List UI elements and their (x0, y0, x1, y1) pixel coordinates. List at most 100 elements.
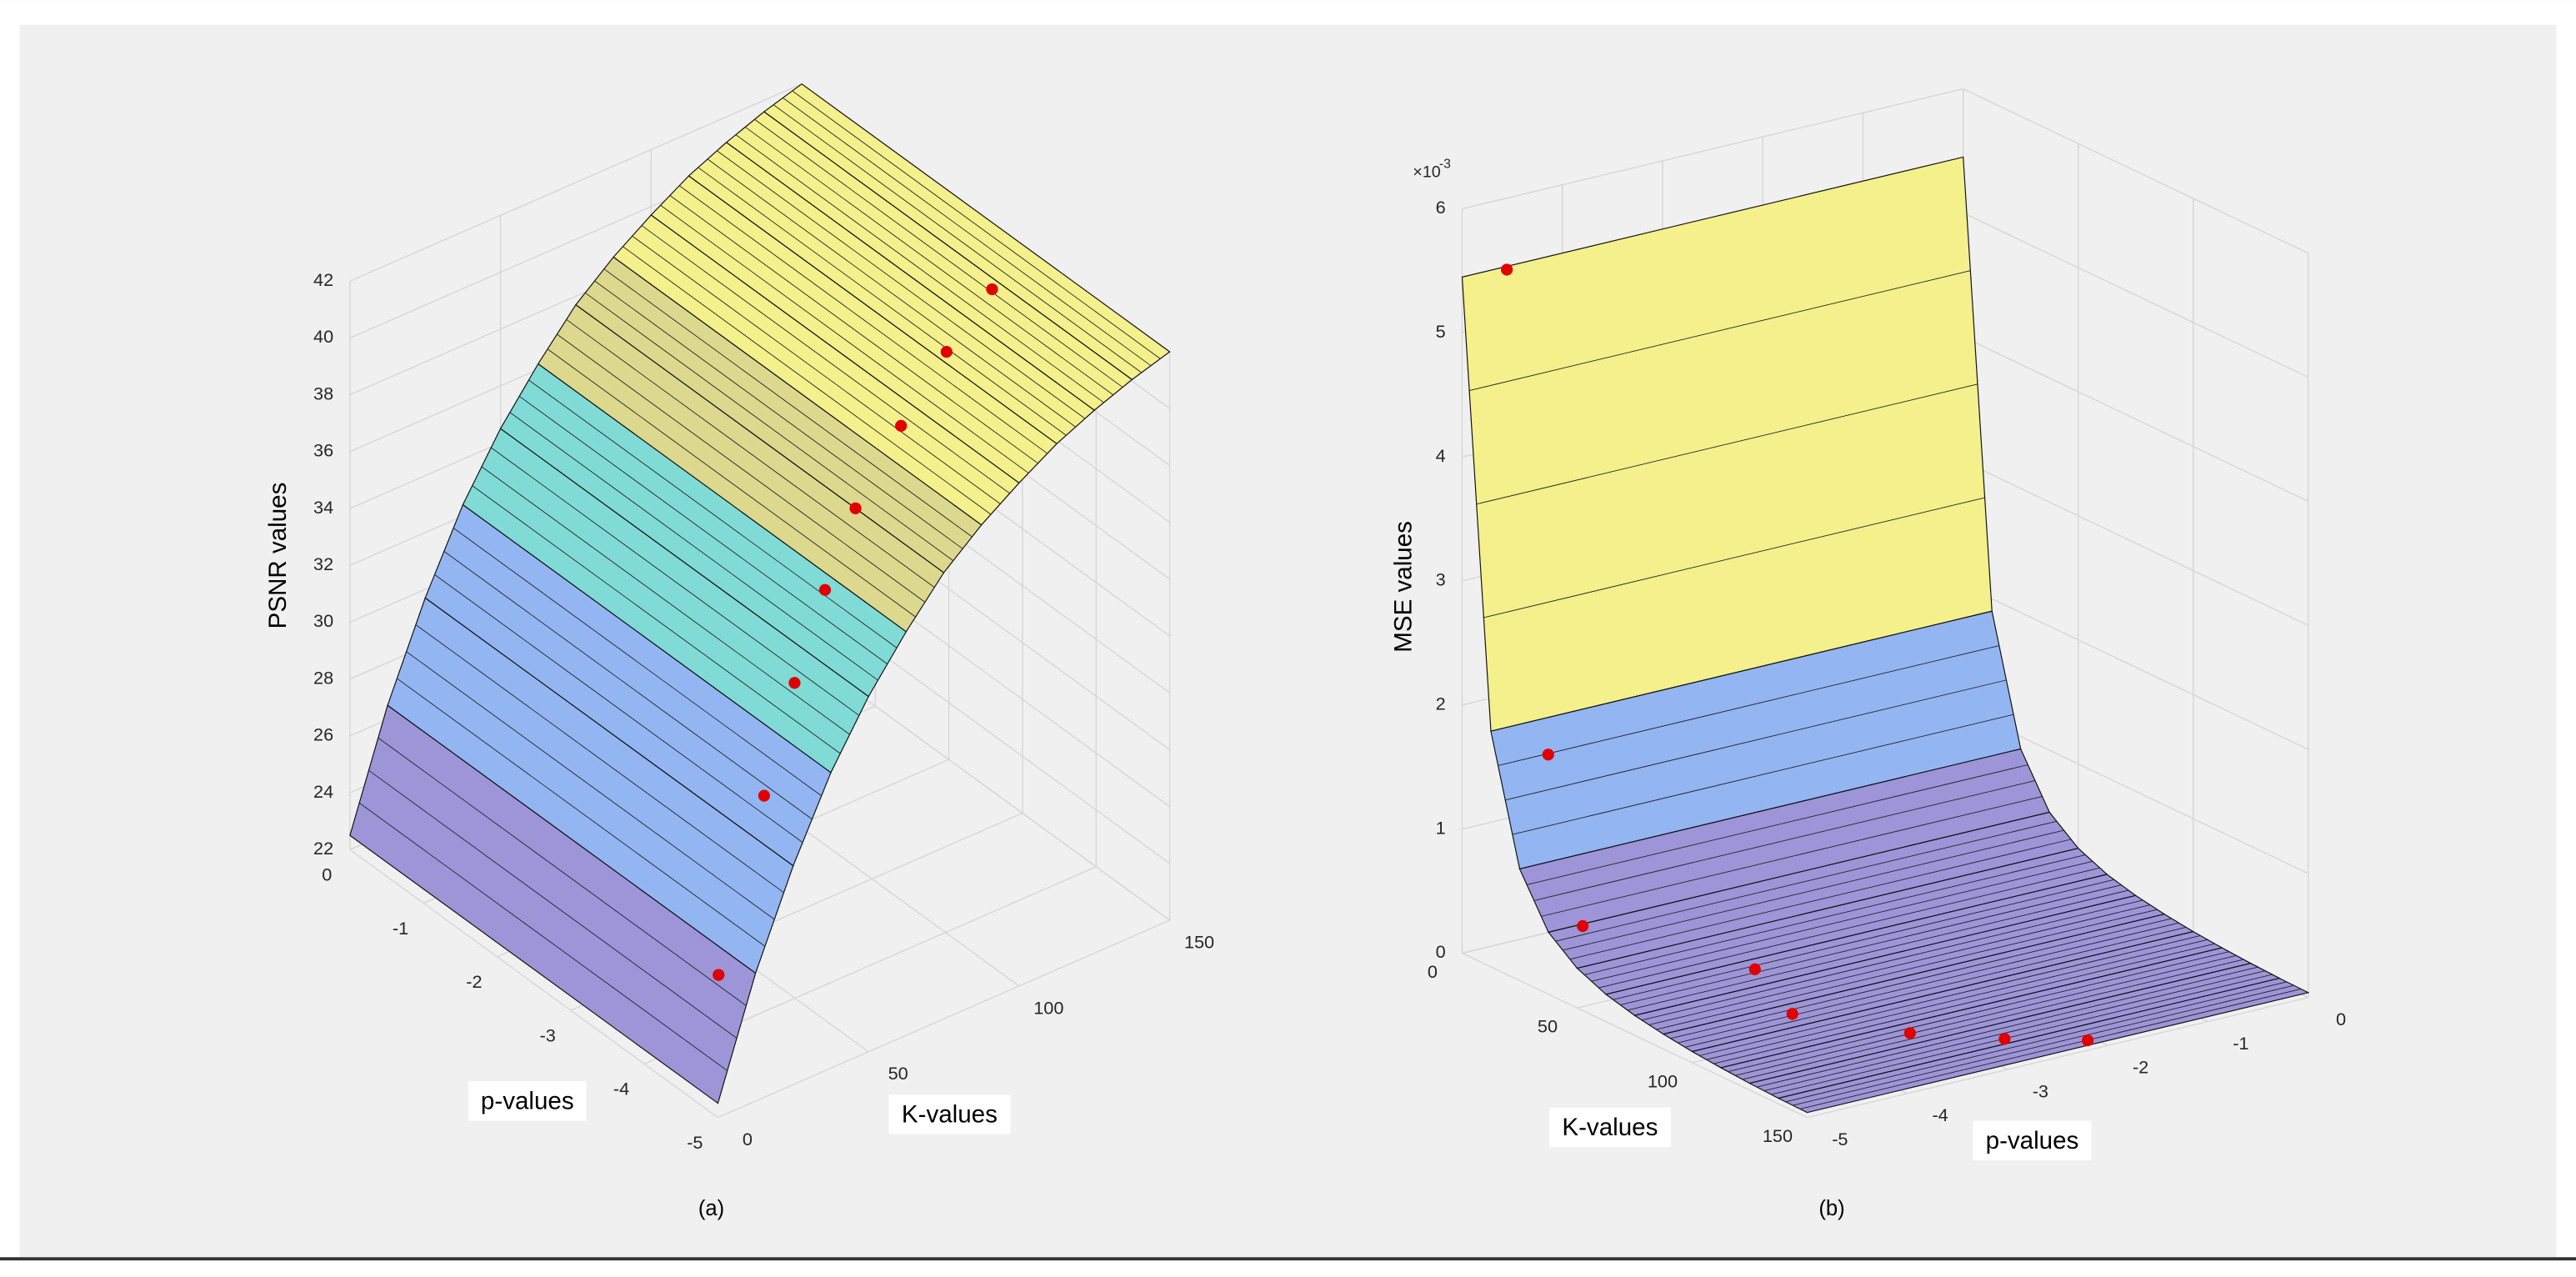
mesh-line (472, 485, 841, 754)
mesh-line (584, 292, 954, 561)
label-box (1973, 1120, 2092, 1160)
mesh-line (1670, 918, 2172, 1039)
z-tick-label: 36 (313, 440, 333, 461)
exponent-base: ×10 (1413, 163, 1440, 181)
k-tick-label: 50 (888, 1063, 908, 1084)
mesh-line (443, 551, 813, 820)
mesh-line (434, 573, 803, 844)
data-point (1748, 963, 1761, 975)
data-point (849, 502, 862, 514)
grid-line (1963, 460, 2308, 626)
p-tick-label: 0 (2336, 1009, 2346, 1029)
mesh-line (415, 624, 784, 894)
mesh-line (1684, 926, 2187, 1048)
z-tick-label: 26 (313, 724, 333, 745)
data-point (1998, 1033, 2011, 1045)
grid-line (1462, 88, 1963, 210)
grid-line (1963, 212, 2308, 378)
mesh-line (1742, 959, 2244, 1080)
data-point (2082, 1034, 2094, 1047)
p-tick-label: -2 (2133, 1057, 2148, 1078)
mesh-line (1793, 984, 2294, 1106)
grid-line (1963, 88, 2308, 254)
mesh-line (397, 678, 766, 947)
mesh-line (1498, 645, 1999, 766)
z-tick-label: 22 (313, 838, 333, 859)
mesh-line (1656, 909, 2158, 1030)
mesh-line (481, 466, 850, 735)
z-tick-label: 34 (313, 497, 333, 518)
z-tick-label: 24 (313, 781, 333, 802)
mesh-line (453, 528, 822, 797)
mesh-line (678, 185, 1048, 454)
mesh-line (641, 225, 1010, 494)
mesh-line (669, 195, 1038, 464)
z-tick-label: 40 (313, 326, 333, 347)
mesh-line (557, 333, 926, 603)
z-tick-label: 38 (313, 383, 333, 403)
mesh-line (773, 104, 1142, 373)
mesh-line (528, 379, 898, 649)
z-tick-label: 4 (1436, 445, 1446, 466)
mesh-line (1771, 974, 2273, 1095)
grid-line (1462, 952, 1808, 1119)
mesh-line (1541, 796, 2043, 917)
mesh-line (509, 412, 878, 681)
mesh-line (792, 90, 1161, 359)
mesh-line (1648, 904, 2151, 1025)
p-axis-label: p-values (1986, 1127, 2079, 1154)
mesh-line (518, 395, 888, 665)
k-tick-label: 0 (1428, 961, 1438, 982)
data-point (788, 677, 801, 689)
z-tick-label: 0 (1436, 941, 1446, 962)
mesh-line (1620, 884, 2122, 1006)
mesh-line (547, 348, 916, 618)
mesh-line (1706, 939, 2208, 1060)
p-tick-label: 0 (322, 864, 332, 885)
data-point (713, 969, 725, 981)
mesh-line (368, 769, 738, 1039)
p-tick-label: -1 (2233, 1033, 2248, 1054)
mesh-line (1505, 679, 2007, 801)
mesh-line (1641, 899, 2143, 1021)
k-tick-label: 100 (1648, 1070, 1678, 1091)
caption: (b) (1818, 1197, 1844, 1220)
p-tick-label: -3 (2033, 1080, 2048, 1101)
mesh-line (1476, 383, 1978, 505)
mesh-line (378, 737, 747, 1006)
mesh-line (491, 447, 860, 716)
mesh-line (1763, 970, 2266, 1091)
mesh-line (566, 318, 935, 588)
mesh-line (1735, 954, 2237, 1076)
grid-line (1963, 336, 2308, 503)
mesh-line (1713, 943, 2215, 1064)
mesh-line (406, 651, 775, 920)
data-point (1903, 1027, 1916, 1039)
mesh-line (1728, 951, 2229, 1073)
k-tick-label: 150 (1184, 931, 1214, 952)
mesh-line (1526, 764, 2028, 885)
z-tick-label: 2 (1436, 694, 1446, 714)
label-box (1548, 1107, 1671, 1148)
p-tick-label: -4 (613, 1079, 629, 1099)
mesh-line (1512, 714, 2014, 835)
mesh-line (783, 98, 1152, 367)
mesh-line (1627, 889, 2129, 1011)
label-box (888, 1094, 1011, 1134)
mesh-line (1555, 820, 2057, 942)
text-layer: PSNR values p-values K-values (a) MSE va… (264, 157, 2346, 1219)
mesh-line (1756, 966, 2258, 1088)
mesh-line (1533, 780, 2036, 901)
mesh-line (744, 127, 1114, 396)
data-point (818, 583, 832, 596)
data-point (940, 346, 953, 358)
mesh-line (1591, 860, 2093, 982)
mesh-line (1583, 854, 2086, 975)
grid-line (718, 919, 1170, 1119)
mesh-line (1598, 867, 2100, 989)
k-axis-label: K-values (1562, 1114, 1658, 1141)
mesh-line (1678, 922, 2179, 1044)
data-point (895, 419, 908, 432)
grid-line (349, 849, 718, 1119)
mesh-line (1483, 497, 1985, 618)
